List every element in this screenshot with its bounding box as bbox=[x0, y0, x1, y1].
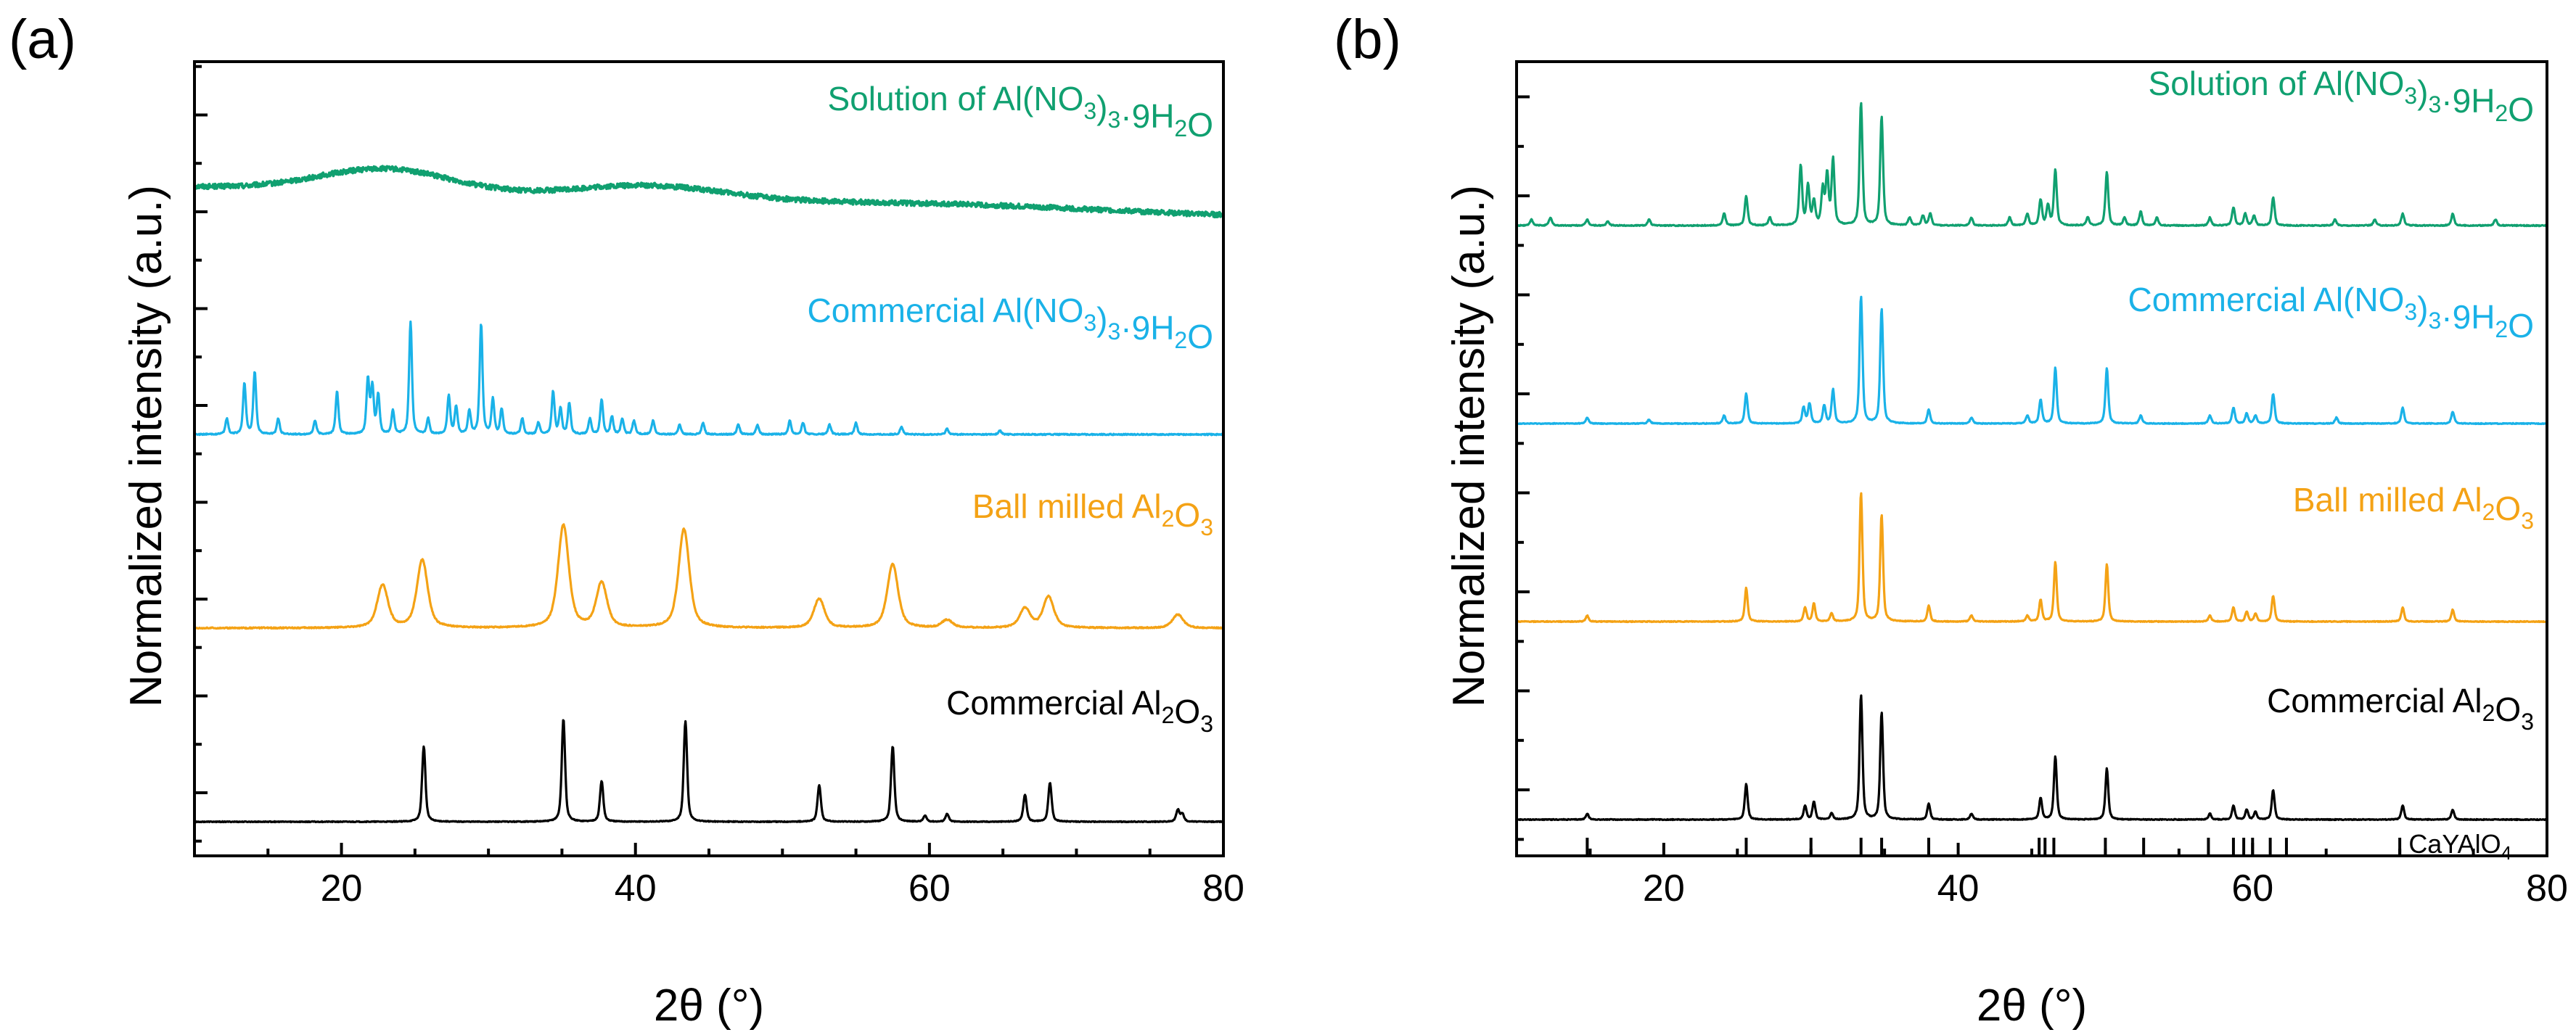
x-tick-label: 80 bbox=[2526, 867, 2568, 910]
axes-b: 20 40 60 80 bbox=[1515, 95, 2568, 910]
series-label-2: Commercial Al(NO3)3·9H2O bbox=[808, 292, 1213, 355]
trace-2 bbox=[1516, 295, 2548, 426]
x-tick-label: 80 bbox=[1202, 867, 1244, 910]
trace-4 bbox=[194, 719, 1224, 824]
series-label-2: Commercial Al(NO3)3·9H2O bbox=[2128, 281, 2534, 345]
series-label-3: Ball milled Al2O3 bbox=[2293, 481, 2534, 534]
axes-a: 20 40 60 80 bbox=[193, 65, 1244, 910]
x-axis-title-a: 2θ (°) bbox=[654, 981, 764, 1031]
x-tick-label: 20 bbox=[321, 867, 363, 910]
x-axis-title-b: 2θ (°) bbox=[1977, 981, 2087, 1031]
y-axis-title-a: Normalized intensity (a.u.) bbox=[121, 185, 171, 707]
trace-2 bbox=[194, 320, 1224, 437]
x-tick-label: 60 bbox=[908, 867, 951, 910]
panel-a: (a) Solution of Al(NO3)3·9H2O Commercial … bbox=[9, 9, 1244, 1031]
x-tick-label: 20 bbox=[1643, 867, 1685, 910]
trace-1 bbox=[1516, 102, 2548, 228]
series-labels-a: Solution of Al(NO3)3·9H2O Commercial Al(N… bbox=[808, 80, 1213, 737]
x-tick-label: 40 bbox=[1937, 867, 1980, 910]
series-label-4: Commercial Al2O3 bbox=[946, 684, 1213, 737]
x-tick-label: 40 bbox=[615, 867, 657, 910]
panel-label-a: (a) bbox=[9, 9, 76, 70]
series-label-1: Solution of Al(NO3)3·9H2O bbox=[828, 80, 1213, 144]
reference-label: CaYAlO4 bbox=[2408, 829, 2511, 864]
trace-3 bbox=[194, 523, 1224, 630]
y-axis-title-b: Normalized intensity (a.u.) bbox=[1444, 185, 1494, 707]
series-layer-a bbox=[193, 165, 1225, 824]
series-labels-b: Solution of Al(NO3)3·9H2O Commercial Al(N… bbox=[2128, 65, 2534, 735]
x-tick-label: 60 bbox=[2231, 867, 2273, 910]
series-label-1: Solution of Al(NO3)3·9H2O bbox=[2149, 65, 2534, 128]
panel-label-b: (b) bbox=[1334, 9, 1401, 70]
series-label-4: Commercial Al2O3 bbox=[2267, 682, 2534, 735]
trace-1 bbox=[193, 165, 1225, 219]
reference-ticks-b: CaYAlO4 bbox=[1586, 829, 2511, 864]
plot-frame-a bbox=[193, 60, 1225, 857]
trace-4 bbox=[1516, 694, 2548, 822]
trace-3 bbox=[1516, 492, 2548, 624]
series-label-3: Ball milled Al2O3 bbox=[972, 487, 1213, 540]
plot-frame-b bbox=[1515, 60, 2548, 857]
series-layer-b bbox=[1516, 102, 2548, 822]
panel-b: (b) Solution of Al(NO3)3·9H2O Commercial … bbox=[1334, 9, 2568, 1031]
